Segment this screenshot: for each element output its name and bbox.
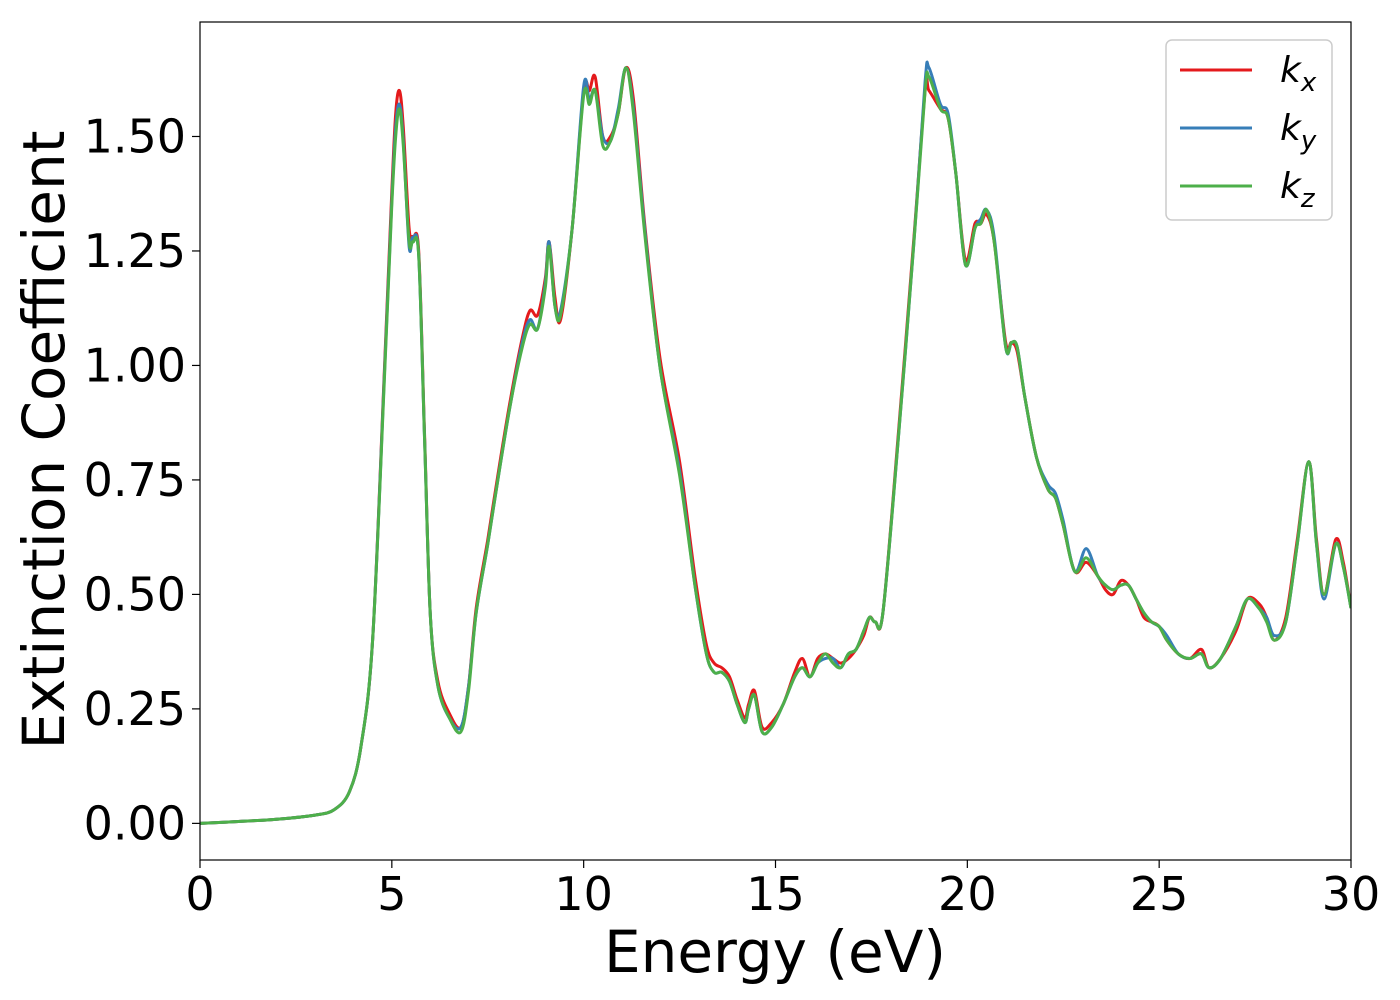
legend-label-sub: x <box>1300 68 1317 98</box>
legend-label-main: k <box>1280 108 1303 149</box>
x-tick-label: 15 <box>746 867 805 921</box>
x-axis: 0 5 10 15 20 25 30 <box>185 860 1380 921</box>
legend-label-sub: z <box>1300 184 1316 214</box>
x-axis-title: Energy (eV) <box>604 918 946 986</box>
x-tick-label: 25 <box>1130 867 1189 921</box>
legend-label-y: ky <box>1280 108 1317 156</box>
y-tick-label: 1.50 <box>84 109 186 163</box>
legend-label-main: k <box>1280 50 1303 91</box>
series-group <box>200 60 1351 825</box>
x-tick-label: 10 <box>554 867 613 921</box>
legend-label-main: k <box>1280 166 1303 207</box>
legend-label-z: kz <box>1280 166 1316 214</box>
y-tick-label: 1.00 <box>84 338 186 392</box>
legend-label-x: kx <box>1280 50 1317 98</box>
y-axis: 0.00 0.25 0.50 0.75 1.00 1.25 1.50 <box>84 109 200 850</box>
legend-box <box>1165 39 1333 221</box>
y-tick-label: 1.25 <box>84 224 186 278</box>
series-line-z <box>200 66 1351 825</box>
x-tick-label: 0 <box>185 867 214 921</box>
y-tick-label: 0.00 <box>84 796 186 850</box>
y-axis-title: Extinction Coefficient <box>10 131 78 750</box>
y-tick-label: 0.25 <box>84 682 186 736</box>
legend-label-sub: y <box>1300 126 1317 156</box>
y-tick-label: 0.75 <box>84 453 186 507</box>
y-tick-label: 0.50 <box>84 567 186 621</box>
x-tick-label: 30 <box>1322 867 1381 921</box>
x-tick-label: 20 <box>938 867 997 921</box>
x-tick-label: 5 <box>377 867 406 921</box>
